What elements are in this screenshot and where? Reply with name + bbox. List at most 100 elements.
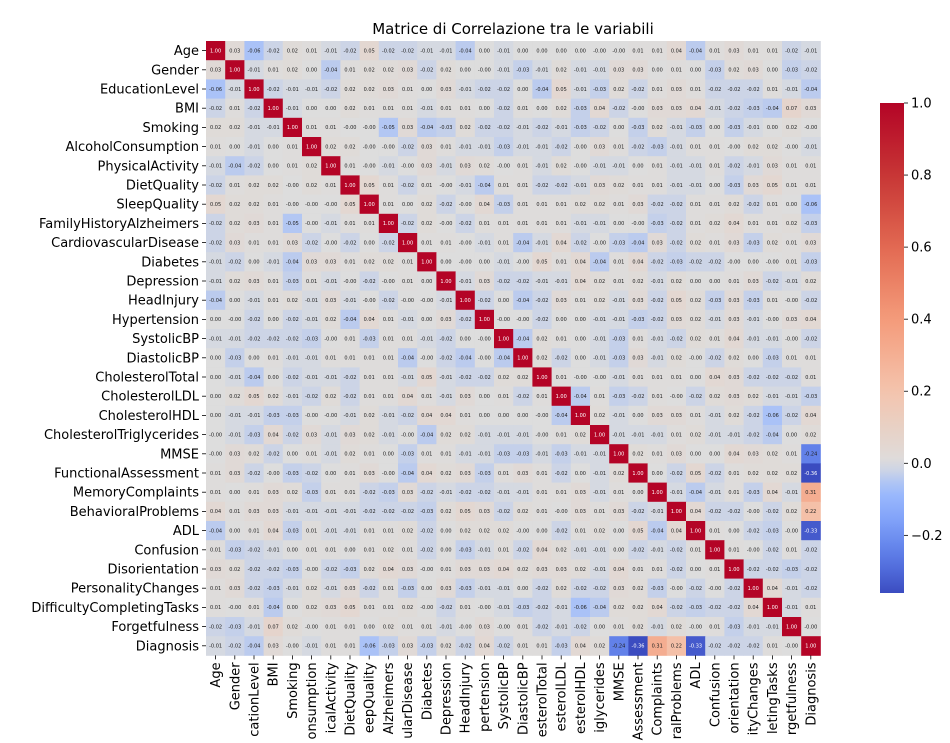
cell-value-label: 0.01: [440, 240, 451, 246]
cell-value-label: 0.00: [210, 356, 221, 362]
y-tick-label: ADL: [173, 524, 200, 539]
cell-value-label: -0.01: [497, 605, 510, 611]
cell-value-label: -0.33: [804, 528, 817, 534]
cell-value-label: -0.03: [286, 567, 299, 573]
heatmap-cell: [302, 559, 322, 579]
cell-value-label: 0.01: [536, 221, 547, 227]
heatmap-cell: [551, 386, 572, 407]
heatmap-cell: [570, 233, 591, 253]
cell-value-label: -0.03: [401, 586, 414, 592]
heatmap-cell: [302, 156, 322, 176]
cell-value-label: -0.03: [708, 298, 721, 304]
cell-value-label: 0.02: [594, 413, 605, 419]
heatmap-cell: [455, 79, 476, 99]
heatmap-cell: [513, 60, 533, 80]
heatmap-cell: [398, 636, 418, 656]
cell-value-label: -0.02: [248, 548, 261, 554]
y-tick-label: CholesterolTriglycerides: [44, 428, 199, 443]
cell-value-label: 0.02: [767, 144, 778, 150]
cell-value-label: -0.06: [766, 413, 779, 419]
heatmap-cell: [302, 617, 322, 637]
heatmap-cell: [513, 309, 533, 330]
heatmap-cell: [206, 233, 226, 253]
cell-value-label: 0.03: [728, 394, 739, 400]
cell-value-label: 0.03: [728, 298, 739, 304]
cell-value-label: -0.00: [670, 394, 683, 400]
heatmap-cell: [359, 213, 380, 234]
heatmap-cell: [282, 329, 303, 349]
heatmap-cell: [782, 117, 802, 138]
heatmap-cell: [551, 405, 572, 426]
cell-value-label: -0.01: [632, 432, 645, 438]
cell-value-label: 0.05: [556, 87, 567, 93]
cell-value-label: 0.03: [364, 471, 375, 477]
cell-value-label: -0.01: [555, 279, 568, 285]
cell-value-label: -0.00: [267, 471, 280, 477]
cell-value-label: -0.00: [747, 509, 760, 515]
cell-value-label: -0.01: [286, 106, 299, 112]
cell-value-label: -0.00: [766, 260, 779, 266]
cell-value-label: 0.02: [325, 394, 336, 400]
heatmap-cell: [378, 213, 399, 234]
heatmap-cell: [743, 597, 764, 618]
cell-value-label: -0.00: [459, 240, 472, 246]
heatmap-cell: [244, 213, 264, 234]
heatmap-cell: [263, 290, 284, 311]
cell-value-label: 0.04: [556, 240, 567, 246]
cell-value-label: -0.01: [536, 68, 549, 74]
cell-value-label: -0.03: [401, 452, 414, 458]
cell-value-label: 0.02: [306, 586, 317, 592]
heatmap-cell: [801, 233, 821, 253]
heatmap-cell: [532, 405, 552, 426]
heatmap-cell: [494, 98, 514, 119]
heatmap-cell: [801, 578, 821, 599]
cell-value-label: 0.04: [767, 490, 778, 496]
x-tick-label: DietQuality: [344, 662, 359, 735]
cell-value-label: 0.02: [632, 279, 643, 285]
cell-value-label: -0.00: [689, 356, 702, 362]
cell-value-label: -0.01: [286, 586, 299, 592]
heatmap-cell: [801, 309, 821, 330]
cell-value-label: -0.02: [248, 336, 261, 342]
colorbar-tick-label: 0.0: [911, 457, 932, 472]
cell-value-label: -0.00: [516, 317, 529, 323]
heatmap-cell: [647, 252, 668, 272]
cell-value-label: -0.02: [632, 394, 645, 400]
heatmap-cell: [340, 175, 360, 195]
heatmap-cell: [282, 309, 303, 330]
cell-value-label: -0.01: [593, 164, 606, 170]
heatmap-cell: [801, 117, 821, 138]
cell-value-label: 0.02: [536, 336, 547, 342]
heatmap-cell: [551, 194, 572, 215]
heatmap-cell: [455, 117, 476, 138]
heatmap-cell: [436, 309, 456, 330]
cell-value-label: -0.00: [420, 356, 433, 362]
heatmap-cell: [340, 386, 360, 407]
cell-value-label: 0.01: [709, 528, 720, 534]
cell-value-label: 0.01: [383, 394, 394, 400]
heatmap-cell: [532, 41, 552, 61]
cell-value-label: -0.00: [632, 106, 645, 112]
heatmap-cell: [282, 137, 303, 157]
heatmap-cell: [743, 463, 764, 483]
heatmap-cell: [340, 540, 360, 560]
cell-value-label: 0.01: [364, 356, 375, 362]
heatmap-cell: [609, 175, 629, 195]
heatmap-cell: [378, 617, 399, 637]
heatmap-cell: [263, 60, 284, 80]
heatmap-cell: [513, 578, 533, 599]
cell-value-label: 0.00: [421, 87, 432, 93]
cell-value-label: 0.01: [767, 221, 778, 227]
heatmap-cell: [724, 156, 744, 176]
heatmap-cell: [244, 41, 264, 61]
heatmap-cell: [206, 501, 226, 522]
cell-value-label: -0.04: [766, 432, 779, 438]
cell-value-label: -0.02: [401, 183, 414, 189]
y-tick-label: Diagnosis: [136, 639, 199, 654]
heatmap-cell: [609, 597, 629, 618]
heatmap-cell: [513, 348, 533, 368]
heatmap-cell: [494, 521, 514, 541]
cell-value-label: 0.02: [344, 87, 355, 93]
cell-value-label: 0.03: [248, 279, 259, 285]
heatmap-cell: [494, 617, 514, 637]
